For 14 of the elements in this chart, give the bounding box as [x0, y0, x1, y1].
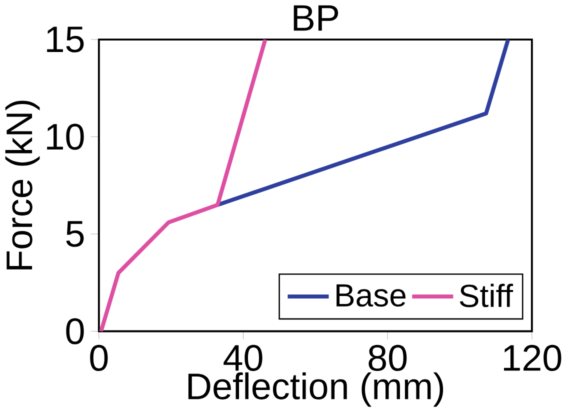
x-axis-title: Deflection (mm)	[188, 372, 444, 407]
x-tick-label: 80	[368, 344, 407, 371]
y-axis-title: Force (kN)	[5, 100, 40, 270]
y-tick-label: 15	[47, 26, 84, 52]
x-tick-label: 120	[504, 344, 562, 371]
line-series	[99, 40, 268, 332]
y-tick-label: 5	[66, 221, 84, 247]
x-tick-label: 0	[90, 344, 108, 371]
y-tick-label: 0	[66, 318, 84, 344]
y-tick-label: 10	[47, 124, 84, 150]
legend-label: Stiff	[460, 284, 514, 308]
x-tick-label: 40	[224, 344, 262, 371]
chart-title: BP	[294, 5, 338, 31]
legend-label: Base	[336, 284, 406, 307]
